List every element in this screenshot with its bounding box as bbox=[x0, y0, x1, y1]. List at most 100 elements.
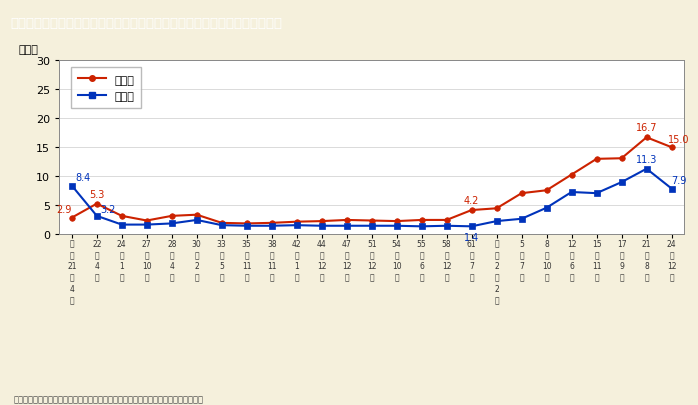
Text: 10: 10 bbox=[542, 262, 551, 271]
Text: 11: 11 bbox=[242, 262, 251, 271]
Text: 61: 61 bbox=[467, 239, 477, 248]
Text: 第１－１－１図　衆議院議員総選挙候補者，当選者に占める女性割合の推移: 第１－１－１図 衆議院議員総選挙候補者，当選者に占める女性割合の推移 bbox=[10, 17, 283, 30]
Text: 年: 年 bbox=[594, 250, 599, 259]
Text: 平: 平 bbox=[494, 239, 499, 248]
Text: 年: 年 bbox=[544, 250, 549, 259]
Text: 年: 年 bbox=[144, 250, 149, 259]
Text: 35: 35 bbox=[242, 239, 251, 248]
Text: 年: 年 bbox=[419, 250, 424, 259]
Text: 7.9: 7.9 bbox=[671, 175, 686, 185]
Text: 月: 月 bbox=[394, 273, 399, 282]
Text: 月: 月 bbox=[594, 273, 599, 282]
Text: 8: 8 bbox=[544, 239, 549, 248]
Text: 年: 年 bbox=[519, 250, 524, 259]
Text: 44: 44 bbox=[317, 239, 327, 248]
Text: 51: 51 bbox=[367, 239, 376, 248]
Text: 年: 年 bbox=[244, 250, 249, 259]
Text: 成: 成 bbox=[494, 250, 499, 259]
Text: 年: 年 bbox=[369, 250, 374, 259]
Text: 16.7: 16.7 bbox=[636, 123, 658, 133]
Text: 8: 8 bbox=[644, 262, 649, 271]
Text: 月: 月 bbox=[519, 273, 524, 282]
Text: 27: 27 bbox=[142, 239, 151, 248]
Text: 15: 15 bbox=[592, 239, 602, 248]
Text: 年: 年 bbox=[669, 250, 674, 259]
Text: 4.2: 4.2 bbox=[464, 196, 480, 206]
Text: 4: 4 bbox=[170, 262, 174, 271]
Text: 47: 47 bbox=[342, 239, 352, 248]
Text: 5: 5 bbox=[519, 239, 524, 248]
Text: 月: 月 bbox=[320, 273, 324, 282]
Text: （％）: （％） bbox=[19, 45, 38, 55]
Text: 7: 7 bbox=[469, 262, 474, 271]
Text: 昭: 昭 bbox=[70, 239, 74, 248]
Text: 24: 24 bbox=[117, 239, 126, 248]
Text: 年: 年 bbox=[320, 250, 324, 259]
Text: 5: 5 bbox=[219, 262, 224, 271]
Text: 28: 28 bbox=[167, 239, 177, 248]
Text: 月: 月 bbox=[469, 273, 474, 282]
Text: 月: 月 bbox=[644, 273, 649, 282]
Text: 4: 4 bbox=[94, 262, 99, 271]
Text: 12: 12 bbox=[667, 262, 676, 271]
Text: 33: 33 bbox=[217, 239, 227, 248]
Text: 42: 42 bbox=[292, 239, 302, 248]
Text: 月: 月 bbox=[494, 296, 499, 305]
Text: 11: 11 bbox=[267, 262, 276, 271]
Text: 月: 月 bbox=[94, 273, 99, 282]
Text: 2: 2 bbox=[494, 262, 499, 271]
Text: 10: 10 bbox=[392, 262, 401, 271]
Text: 1: 1 bbox=[119, 262, 124, 271]
Text: 7: 7 bbox=[519, 262, 524, 271]
Text: 年: 年 bbox=[295, 250, 299, 259]
Text: 年: 年 bbox=[70, 273, 74, 282]
Text: 年: 年 bbox=[269, 250, 274, 259]
Text: 年: 年 bbox=[219, 250, 224, 259]
Text: 月: 月 bbox=[669, 273, 674, 282]
Text: 2: 2 bbox=[494, 284, 499, 293]
Text: 10: 10 bbox=[142, 262, 151, 271]
Text: （備考）総務省「衆議院議員総選挙・最高裁判所裁判官国民審査結果調」より作成。: （備考）総務省「衆議院議員総選挙・最高裁判所裁判官国民審査結果調」より作成。 bbox=[14, 394, 204, 403]
Text: 6: 6 bbox=[419, 262, 424, 271]
Text: 年: 年 bbox=[570, 250, 574, 259]
Text: 3.2: 3.2 bbox=[101, 204, 116, 214]
Legend: 候補者, 当選者: 候補者, 当選者 bbox=[71, 68, 141, 109]
Text: 月: 月 bbox=[170, 273, 174, 282]
Text: 11.3: 11.3 bbox=[636, 154, 658, 164]
Text: 9: 9 bbox=[619, 262, 624, 271]
Text: 年: 年 bbox=[195, 250, 199, 259]
Text: 月: 月 bbox=[70, 296, 74, 305]
Text: 21: 21 bbox=[67, 262, 77, 271]
Text: 月: 月 bbox=[244, 273, 249, 282]
Text: 15.0: 15.0 bbox=[668, 134, 689, 144]
Text: 17: 17 bbox=[617, 239, 626, 248]
Text: 年: 年 bbox=[644, 250, 649, 259]
Text: 月: 月 bbox=[269, 273, 274, 282]
Text: 月: 月 bbox=[369, 273, 374, 282]
Text: 年: 年 bbox=[445, 250, 449, 259]
Text: 5.3: 5.3 bbox=[89, 189, 105, 199]
Text: 年: 年 bbox=[469, 250, 474, 259]
Text: 月: 月 bbox=[344, 273, 349, 282]
Text: 年: 年 bbox=[344, 250, 349, 259]
Text: 年: 年 bbox=[170, 250, 174, 259]
Text: 和: 和 bbox=[70, 250, 74, 259]
Text: 58: 58 bbox=[442, 239, 452, 248]
Text: 月: 月 bbox=[119, 273, 124, 282]
Text: 12: 12 bbox=[367, 262, 376, 271]
Text: 55: 55 bbox=[417, 239, 426, 248]
Text: 月: 月 bbox=[570, 273, 574, 282]
Text: 38: 38 bbox=[267, 239, 276, 248]
Text: 24: 24 bbox=[667, 239, 676, 248]
Text: 22: 22 bbox=[92, 239, 102, 248]
Text: 11: 11 bbox=[592, 262, 602, 271]
Text: 月: 月 bbox=[295, 273, 299, 282]
Text: 1: 1 bbox=[295, 262, 299, 271]
Text: 30: 30 bbox=[192, 239, 202, 248]
Text: 12: 12 bbox=[342, 262, 352, 271]
Text: 年: 年 bbox=[394, 250, 399, 259]
Text: 54: 54 bbox=[392, 239, 401, 248]
Text: 月: 月 bbox=[619, 273, 624, 282]
Text: 21: 21 bbox=[641, 239, 651, 248]
Text: 月: 月 bbox=[419, 273, 424, 282]
